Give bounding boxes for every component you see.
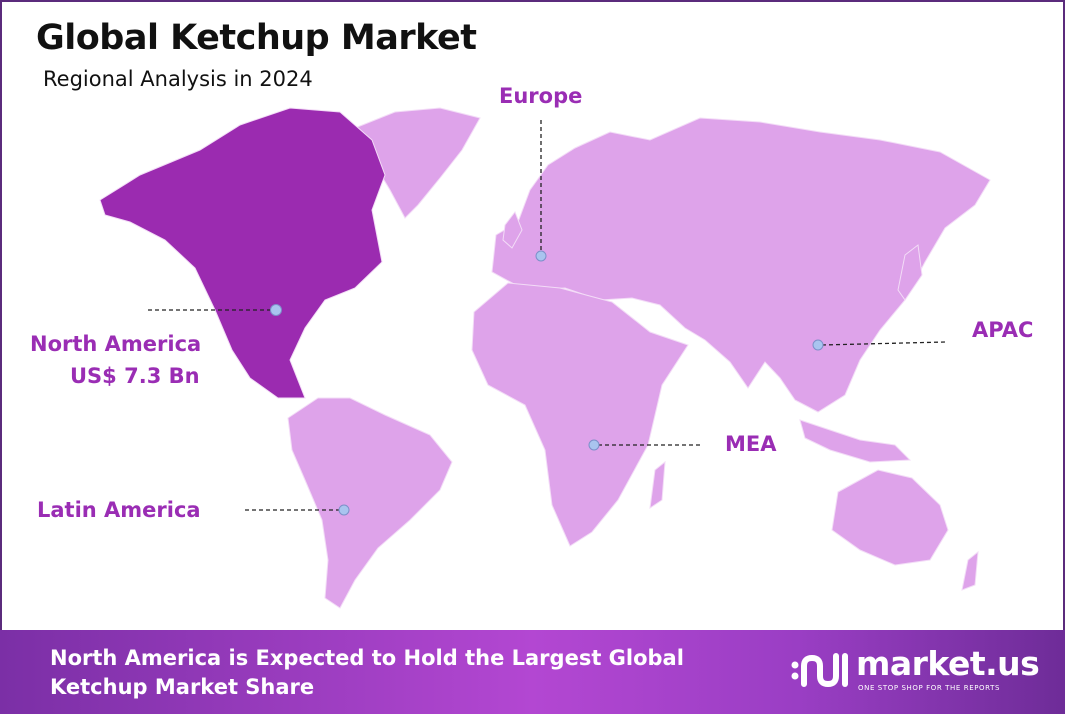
indonesia <box>799 419 912 463</box>
footer-line-2: Ketchup Market Share <box>50 675 315 699</box>
label-mea: MEA <box>725 432 777 456</box>
label-north-america: North America <box>30 332 202 356</box>
market-us-logo: market.us ONE STOP SHOP FOR THE REPORTS <box>790 644 1040 694</box>
label-apac: APAC <box>972 318 1034 342</box>
japan <box>897 244 923 301</box>
page-title: Global Ketchup Market <box>36 18 477 58</box>
europe-marker <box>535 250 547 262</box>
madagascar <box>649 460 666 510</box>
footer-line-1: North America is Expected to Hold the La… <box>50 646 684 670</box>
footer-banner: North America is Expected to Hold the La… <box>0 630 1065 714</box>
mea-marker <box>588 439 600 451</box>
australia <box>831 469 949 566</box>
uk <box>502 210 523 249</box>
south-america <box>287 397 453 609</box>
africa <box>471 282 689 547</box>
north-america-highlight <box>99 107 386 399</box>
page-subtitle: Regional Analysis in 2024 <box>43 67 313 91</box>
new-zealand <box>961 550 979 591</box>
greenland <box>354 107 481 219</box>
latin-america-marker <box>338 504 350 516</box>
logo-wordmark: market.us <box>856 644 1040 683</box>
footer-statement: North America is Expected to Hold the La… <box>50 644 684 702</box>
label-north-america-value: US$ 7.3 Bn <box>70 364 200 388</box>
logo-tagline: ONE STOP SHOP FOR THE REPORTS <box>858 684 1001 692</box>
north-america-marker <box>270 304 282 316</box>
label-latin-america: Latin America <box>37 498 201 522</box>
logo-mark-icon <box>791 653 848 688</box>
apac-marker <box>812 339 824 351</box>
label-europe: Europe <box>499 84 583 108</box>
